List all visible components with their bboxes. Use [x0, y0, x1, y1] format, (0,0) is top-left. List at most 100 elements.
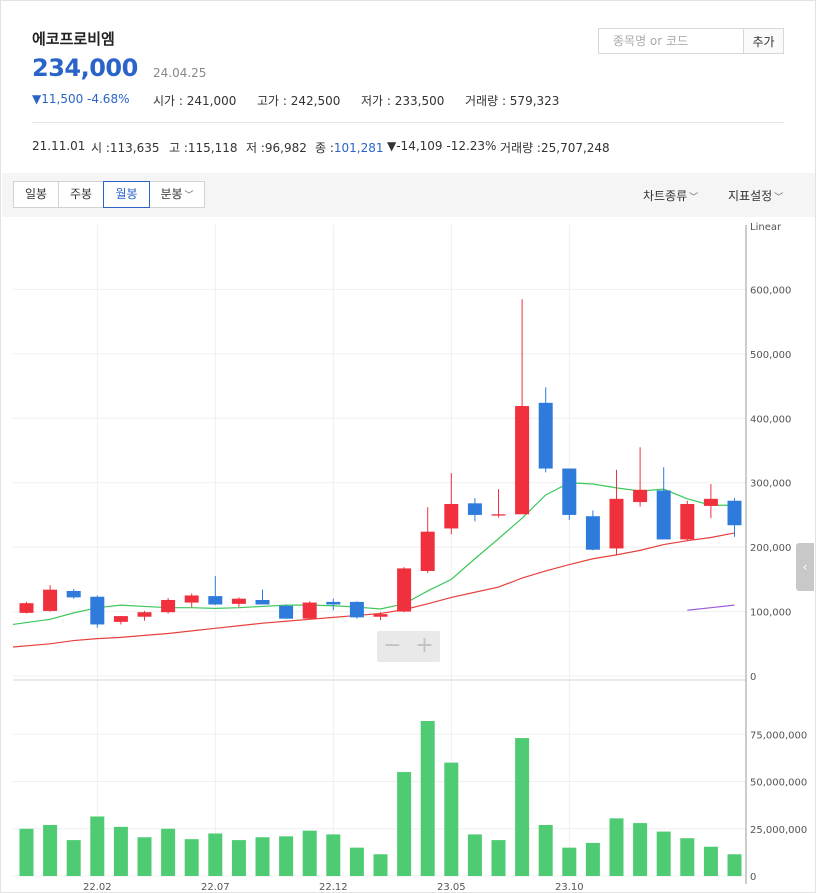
chart-type-dropdown[interactable]: 차트종류 ﹀ [643, 189, 699, 203]
selected-date: 21.11.01 [32, 139, 86, 153]
current-price: 234,000 [32, 54, 138, 82]
zoom-in-button[interactable]: + [415, 633, 434, 658]
price-volume-chart[interactable]: Linear 0 100,000 200,000 300,000 400,000 500,0… [1, 217, 815, 893]
volume-bar [420, 721, 435, 876]
candle-body [515, 406, 530, 515]
candle [208, 576, 223, 606]
volume-bar [66, 840, 81, 876]
price-tick-label: 100,000 [750, 608, 791, 619]
candle-body [703, 498, 718, 506]
ma20-line [12, 532, 735, 648]
price-change: ▼11,500 -4.68% [32, 92, 130, 106]
selected-low: 저 :96,982 [246, 141, 307, 155]
candle-body [585, 516, 600, 550]
x-tick-label: 22.12 [319, 882, 348, 893]
candle [420, 507, 435, 573]
volume-bar [255, 837, 270, 876]
candle-body [397, 568, 412, 612]
candle-body [491, 514, 506, 516]
chevron-down-icon: ﹀ [184, 191, 194, 201]
zoom-out-button[interactable]: − [383, 633, 402, 658]
candle-body [444, 503, 459, 529]
candle [231, 597, 246, 608]
candle-body [633, 489, 648, 503]
volume-bar [703, 846, 718, 876]
volume-bar [373, 854, 388, 876]
collapse-panel-tab[interactable]: ‹ [796, 543, 814, 591]
candle [302, 601, 317, 620]
volume-bar [326, 834, 341, 876]
volume-bar [90, 816, 105, 876]
period-monthly-tab[interactable]: 월봉 [103, 181, 150, 208]
candle [585, 510, 600, 551]
candle-body [420, 531, 435, 571]
candle [491, 489, 506, 518]
candle-body [373, 614, 388, 617]
chart-grid [13, 225, 746, 877]
candle [373, 612, 388, 620]
candle [326, 598, 341, 611]
candle-body [208, 596, 223, 605]
candle-body [43, 589, 58, 611]
volume-bar [680, 838, 695, 876]
volume-bar [208, 833, 223, 876]
candle-body [255, 599, 270, 605]
indicator-settings-dropdown[interactable]: 지표설정 ﹀ [728, 189, 784, 203]
volume-bar [491, 840, 506, 876]
candle [633, 447, 648, 507]
candle [703, 484, 718, 519]
volume-bar [467, 834, 482, 876]
volume-tick-label: 25,000,000 [750, 825, 807, 836]
volume-bar [113, 826, 128, 876]
period-minute-dropdown[interactable]: 분봉 ﹀ [149, 181, 205, 208]
candle-body [90, 596, 105, 625]
volume-bar [184, 839, 199, 876]
period-daily-tab[interactable]: 일봉 [13, 181, 59, 208]
price-tick-label: 500,000 [750, 350, 791, 361]
volume-bar [727, 854, 742, 876]
volume-bar [656, 831, 671, 876]
stock-search-input[interactable] [598, 28, 743, 54]
candle-body [326, 601, 341, 605]
candle [515, 299, 530, 515]
candle [349, 601, 364, 619]
candle-body [231, 598, 246, 604]
candle-body [113, 616, 128, 622]
volume-bar [444, 762, 459, 876]
x-tick-label: 23.10 [555, 882, 584, 893]
candle [397, 567, 412, 613]
chart-toolbar: 일봉 주봉 월봉 분봉 ﹀ 차트종류 ﹀ 지표설정 ﹀ [2, 173, 815, 217]
volume-bar [231, 840, 246, 876]
candle [184, 593, 199, 608]
candle [19, 601, 34, 614]
price-tick-label: 600,000 [750, 285, 791, 296]
volume-bar [279, 836, 294, 876]
volume-tick-label: 0 [750, 872, 756, 883]
volume-bar [137, 837, 152, 876]
candle [609, 469, 624, 556]
selected-close: 종 :101,281 [315, 141, 384, 155]
candle-body [727, 500, 742, 526]
candle [680, 500, 695, 541]
candle-body [538, 402, 553, 469]
candle-body [680, 503, 695, 540]
low-price-stat: 저가 : 233,500 [361, 94, 445, 108]
high-price-stat: 고가 : 242,500 [257, 94, 341, 108]
candle [90, 595, 105, 628]
period-weekly-tab[interactable]: 주봉 [58, 181, 104, 208]
open-price-stat: 시가 : 241,000 [153, 94, 237, 108]
candle-body [302, 602, 317, 619]
add-stock-button[interactable]: 추가 [743, 28, 784, 54]
selected-change: ▼-14,109 -12.23% [387, 139, 497, 153]
candle [161, 598, 176, 614]
selected-volume: 거래량 :25,707,248 [500, 141, 610, 155]
candle [562, 468, 577, 521]
volume-bar [515, 738, 530, 876]
volume-bar [397, 772, 412, 876]
x-tick-label: 22.02 [83, 882, 112, 893]
candles [19, 299, 742, 628]
candle-body [609, 498, 624, 549]
candle-body [467, 503, 482, 515]
volume-bar [19, 828, 34, 876]
